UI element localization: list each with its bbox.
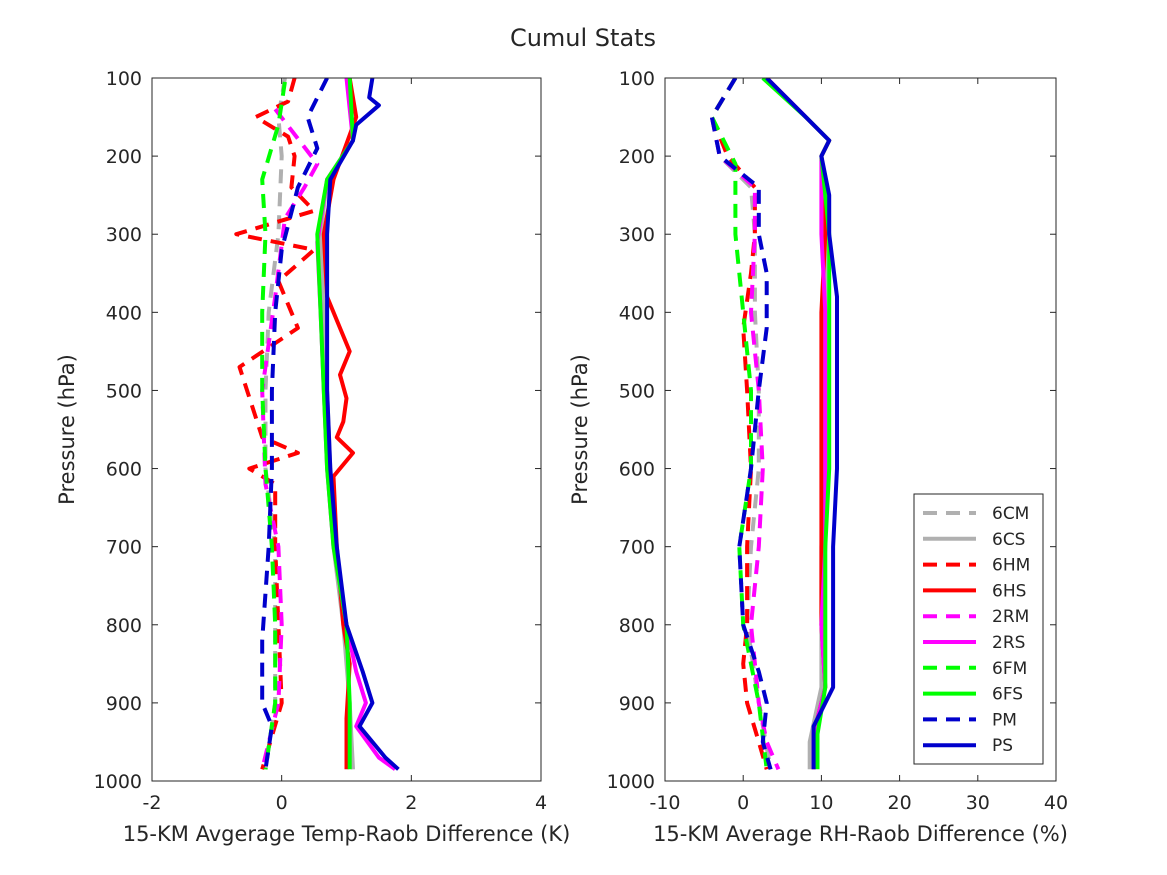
- y-tick-label: 700: [619, 537, 655, 559]
- series-line-6hs: [321, 78, 359, 770]
- series-line-pm: [709, 78, 773, 770]
- series-line-6fm: [709, 78, 769, 770]
- y-tick-label: 1000: [94, 771, 142, 793]
- legend: 6CM 6CS 6HM 6HS 2RM 2RS 6FM 6FS PM PS: [913, 493, 1044, 765]
- x-tick-label: 10: [809, 792, 833, 814]
- x-tick-label: -2: [143, 792, 162, 814]
- y-tick-label: 1000: [607, 771, 655, 793]
- legend-label-pm: PM: [992, 710, 1017, 730]
- y-tick-label: 500: [619, 380, 655, 402]
- legend-label-6hm: 6HM: [992, 556, 1030, 576]
- series-group: [234, 78, 400, 771]
- x-tick-label: 2: [405, 792, 417, 814]
- series-line-2rm: [709, 78, 781, 771]
- legend-label-6cm: 6CM: [992, 504, 1029, 524]
- y-tick-label: 100: [619, 68, 655, 90]
- y-tick-label: 600: [619, 459, 655, 481]
- x-tick-label: -10: [649, 792, 680, 814]
- y-tick-label: 300: [106, 224, 142, 246]
- legend-label-2rm: 2RM: [992, 607, 1029, 627]
- x-tick-label: 4: [535, 792, 547, 814]
- y-tick-label: 400: [619, 302, 655, 324]
- series-line-ps: [765, 78, 839, 770]
- y-tick-label: 200: [619, 146, 655, 168]
- y-tick-label: 600: [106, 459, 142, 481]
- x-tick-label: 40: [1044, 792, 1068, 814]
- y-tick-label: 900: [106, 693, 142, 715]
- y-tick-label: 800: [619, 615, 655, 637]
- legend-label-6cs: 6CS: [992, 530, 1025, 550]
- y-tick-label: 500: [106, 380, 142, 402]
- axes-box: [664, 77, 1057, 782]
- x-tick-label: 20: [888, 792, 912, 814]
- series-line-pm: [260, 78, 329, 770]
- x-tick-label: 0: [276, 792, 288, 814]
- y-tick-label: 200: [106, 146, 142, 168]
- series-line-ps: [325, 78, 400, 771]
- legend-label-ps: PS: [992, 736, 1013, 756]
- temperature-panel: -2 0 2 4 100 200 300 400 500 600 700 800 900 1000 15-K…: [55, 68, 570, 846]
- series-line-6hm: [234, 78, 317, 770]
- y-tick-label: 300: [619, 224, 655, 246]
- x-axis-label: 15-KM Avgerage Temp-Raob Difference (K): [123, 822, 571, 846]
- legend-label-6fs: 6FS: [992, 685, 1023, 705]
- legend-label-6hs: 6HS: [992, 581, 1026, 601]
- y-tick-label: 400: [106, 302, 142, 324]
- y-tick-label: 100: [106, 68, 142, 90]
- figure-title: Cumul Stats: [510, 24, 656, 52]
- x-axis-label: 15-KM Average RH-Raob Difference (%): [653, 822, 1068, 846]
- series-line-6fm: [260, 81, 287, 770]
- rh-panel: -10 0 10 20 30 40 100 200 300 400 500 600 700 800 900 1…: [568, 68, 1068, 846]
- series-group: [709, 78, 839, 771]
- x-tick-label: 0: [737, 792, 749, 814]
- y-tick-label: 900: [619, 693, 655, 715]
- legend-label-2rs: 2RS: [992, 633, 1025, 653]
- legend-label-6fm: 6FM: [992, 659, 1027, 679]
- y-axis-label: Pressure (hPa): [568, 354, 592, 505]
- y-axis-label: Pressure (hPa): [55, 354, 79, 505]
- y-tick-label: 700: [106, 537, 142, 559]
- x-tick-label: 30: [966, 792, 990, 814]
- y-tick-label: 800: [106, 615, 142, 637]
- axes-box: [151, 77, 542, 782]
